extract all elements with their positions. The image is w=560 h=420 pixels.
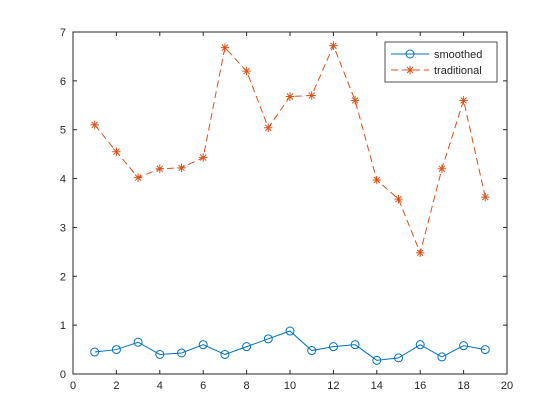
asterisk-stroke	[221, 44, 229, 51]
data-point-smoothed	[242, 342, 252, 352]
data-point-smoothed	[350, 340, 360, 350]
y-tick-label: 5	[60, 125, 66, 137]
data-point-smoothed	[285, 326, 295, 336]
x-tick-label: 12	[327, 380, 339, 392]
x-tick-label: 6	[200, 380, 206, 392]
asterisk-stroke	[308, 92, 316, 99]
asterisk-stroke	[460, 97, 467, 104]
data-point-smoothed	[155, 349, 165, 359]
data-point-traditional	[372, 175, 381, 185]
data-point-traditional	[481, 192, 490, 202]
data-point-traditional	[133, 173, 143, 182]
data-point-smoothed	[372, 355, 382, 365]
x-tick-label: 4	[157, 380, 163, 392]
asterisk-stroke	[395, 195, 402, 203]
y-tick-label: 4	[60, 174, 66, 186]
asterisk-stroke	[481, 193, 489, 201]
data-point-smoothed	[480, 345, 490, 355]
x-tick-label: 8	[244, 380, 250, 392]
data-point-smoothed	[394, 353, 403, 363]
x-tick-label: 2	[113, 380, 119, 392]
asterisk-stroke	[406, 66, 414, 74]
asterisk-stroke	[243, 67, 250, 75]
x-tick-label: 10	[284, 380, 296, 392]
data-point-traditional	[264, 123, 273, 132]
series-line-smoothed	[94, 330, 486, 361]
legend: smoothed traditional	[384, 41, 498, 83]
legend-label: traditional	[434, 65, 482, 77]
series-smoothed	[90, 326, 490, 365]
data-point-smoothed	[328, 342, 338, 352]
x-tick-label: 16	[414, 380, 426, 392]
x-tick-label: 0	[70, 380, 76, 392]
data-point-traditional	[285, 92, 295, 101]
asterisk-stroke	[330, 42, 337, 50]
legend-marker	[405, 49, 415, 59]
data-point-smoothed	[90, 347, 100, 357]
data-point-smoothed	[459, 341, 469, 351]
data-point-smoothed	[437, 352, 447, 362]
data-point-smoothed	[263, 334, 273, 344]
data-point-traditional	[459, 96, 468, 105]
data-point-traditional	[199, 153, 208, 162]
data-point-smoothed	[177, 348, 186, 358]
data-point-smoothed	[111, 345, 121, 355]
asterisk-stroke	[178, 164, 185, 172]
y-tick-label: 6	[60, 76, 66, 88]
y-tick-label: 7	[60, 27, 66, 39]
x-tick-label: 20	[501, 380, 513, 392]
data-point-traditional	[155, 164, 164, 173]
asterisk-stroke	[351, 97, 359, 104]
asterisk-stroke	[438, 165, 446, 173]
x-tick-label: 14	[371, 380, 383, 392]
asterisk-stroke	[91, 121, 99, 129]
asterisk-stroke	[113, 148, 120, 156]
data-point-traditional	[177, 163, 186, 173]
legend-label: smoothed	[434, 49, 482, 61]
data-point-traditional	[394, 194, 403, 204]
asterisk-stroke	[134, 174, 142, 181]
y-tick-label: 1	[60, 320, 66, 332]
data-point-smoothed	[133, 337, 143, 347]
legend-entry-smoothed: smoothed	[391, 49, 482, 61]
data-point-smoothed	[415, 340, 425, 350]
data-point-smoothed	[220, 349, 230, 359]
data-point-traditional	[112, 147, 121, 156]
data-point-traditional	[437, 164, 447, 173]
data-point-smoothed	[198, 340, 208, 350]
legend-box	[384, 41, 498, 83]
asterisk-stroke	[373, 176, 381, 184]
data-point-smoothed	[307, 346, 317, 356]
data-point-traditional	[350, 96, 360, 105]
series-traditional	[90, 41, 490, 258]
x-tick-label: 18	[457, 380, 469, 392]
asterisk-stroke	[156, 165, 164, 173]
y-tick-label: 0	[60, 369, 66, 381]
asterisk-stroke	[199, 154, 207, 161]
y-tick-label: 3	[60, 222, 66, 234]
asterisk-stroke	[286, 93, 294, 100]
data-point-traditional	[329, 41, 338, 50]
data-point-traditional	[416, 248, 425, 258]
data-point-traditional	[307, 91, 316, 100]
data-point-traditional	[220, 43, 230, 52]
legend-entry-traditional: traditional	[391, 65, 482, 77]
data-point-traditional	[242, 66, 251, 76]
y-tick-label: 2	[60, 271, 66, 283]
legend-marker	[405, 65, 415, 75]
axes-box	[72, 31, 508, 375]
asterisk-stroke	[416, 249, 424, 257]
asterisk-stroke	[264, 124, 272, 132]
data-point-traditional	[90, 120, 99, 130]
series-layer	[90, 41, 490, 365]
